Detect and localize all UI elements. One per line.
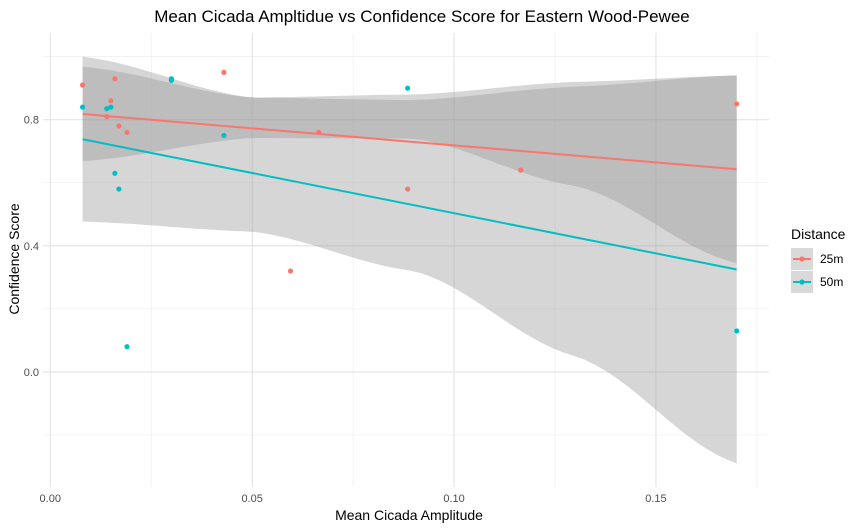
data-point-25m [221, 69, 227, 76]
data-point-50m [124, 344, 130, 350]
chart-title: Mean Cicada Ampltidue vs Confidence Scor… [154, 7, 689, 26]
y-axis-ticks: 0.0 0.4 0.8 [24, 115, 39, 379]
data-point-25m [116, 123, 122, 129]
x-tick-label: 0.10 [443, 493, 464, 505]
y-tick-label: 0.8 [24, 115, 39, 127]
x-tick-label: 0.00 [40, 493, 61, 505]
y-tick-label: 0.0 [24, 367, 39, 379]
x-axis-ticks: 0.00 0.05 0.10 0.15 [40, 493, 667, 505]
grid [43, 33, 769, 487]
data-point-25m [518, 167, 524, 173]
confidence-bands [82, 56, 737, 464]
x-axis-title: Mean Cicada Amplitude [335, 507, 483, 523]
legend-item-25m: 25m [791, 248, 843, 270]
data-point-25m [108, 98, 114, 104]
data-point-25m [124, 129, 130, 135]
data-point-25m [316, 129, 322, 135]
data-points [79, 69, 740, 350]
legend-label: 25m [820, 252, 843, 266]
data-point-50m [734, 328, 740, 334]
data-point-50m [104, 106, 110, 112]
legend: Distance 25m 50m [791, 226, 846, 293]
fit-line-25m [82, 113, 737, 171]
y-axis-title: Confidence Score [6, 203, 22, 315]
data-point-25m [405, 186, 411, 192]
data-point-50m [116, 186, 122, 192]
legend-key-point [799, 279, 805, 285]
legend-label: 50m [820, 275, 843, 289]
data-point-50m [405, 85, 411, 91]
data-point-50m [108, 104, 114, 110]
y-tick-label: 0.4 [24, 241, 39, 253]
legend-title: Distance [791, 226, 846, 242]
data-point-25m [104, 113, 110, 120]
confidence-band-50m [82, 56, 737, 464]
legend-key-point [799, 256, 805, 262]
fit-line-50m [82, 138, 737, 271]
confidence-band-25m [82, 66, 737, 264]
data-point-25m [79, 82, 86, 88]
x-tick-label: 0.05 [241, 493, 262, 505]
data-point-25m [287, 268, 294, 274]
data-point-50m [221, 132, 227, 139]
data-point-25m [734, 101, 740, 107]
legend-item-50m: 50m [791, 271, 843, 293]
data-point-25m [112, 76, 118, 82]
x-tick-label: 0.15 [645, 493, 666, 505]
data-point-50m [112, 170, 118, 176]
data-point-50m [79, 104, 86, 110]
fit-lines [82, 113, 737, 271]
data-point-50m [168, 77, 175, 83]
